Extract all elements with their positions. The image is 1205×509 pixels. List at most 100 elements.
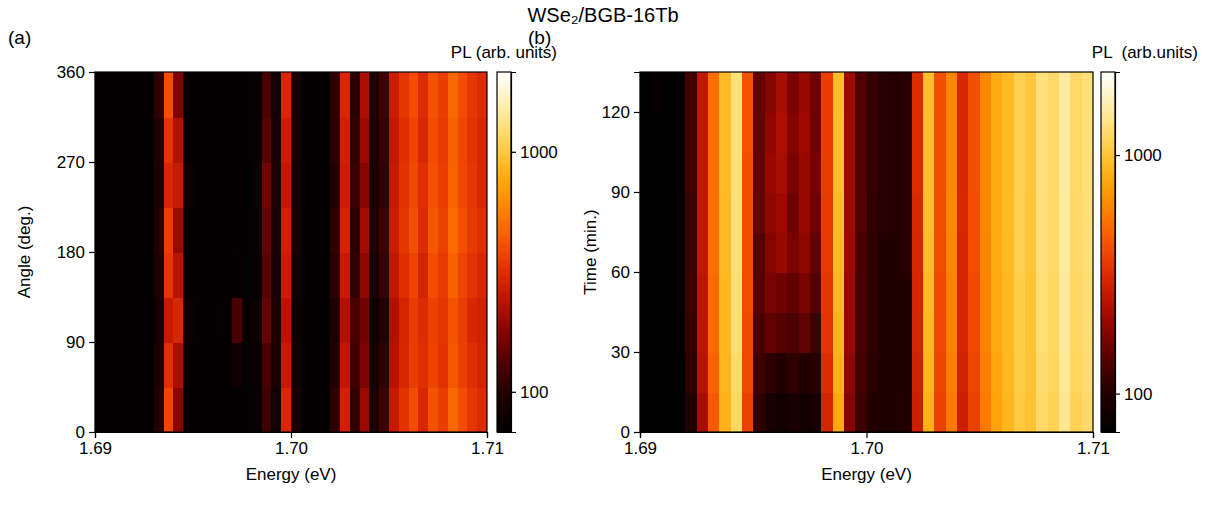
heatmap-cell [685,392,697,432]
heatmap-cell [980,152,992,193]
heatmap-cell [320,297,330,343]
heatmap-cell [477,207,487,253]
heatmap-cell [742,112,754,153]
heatmap-cell [399,297,409,343]
heatmap-cell [708,272,720,313]
heatmap-cell [144,162,154,208]
heatmap-cell [957,272,969,313]
heatmap-cell [193,117,203,163]
heatmap-cell [222,342,232,388]
colorbar-axis: 1001000 [511,73,558,433]
heatmap-cell [934,312,946,353]
heatmap-cell [252,297,262,343]
heatmap-cell [968,192,980,233]
heatmap-cell [742,312,754,353]
heatmap-cell [389,252,399,298]
heatmap-cell [399,207,409,253]
y-axis-title: Time (min.) [581,209,600,294]
heatmap-cell [742,72,754,113]
heatmap-cell [389,72,399,118]
panel: 1.691.701.710306090120Energy (eV)Time (m… [528,27,1198,484]
y-tick: 0 [76,423,95,442]
heatmap-cell [350,387,360,432]
heatmap-cell [1025,352,1037,393]
heatmap-cell [810,272,822,313]
heatmap-cell [697,272,709,313]
heatmap-cell [144,342,154,388]
heatmap-cell [330,162,340,208]
heatmap-cell [855,112,867,153]
heatmap-cell [968,72,980,113]
heatmap-cell [968,352,980,393]
heatmap-cell [173,162,183,208]
heatmap-cell [252,342,262,388]
heatmap-cell [477,162,487,208]
heatmap-cell [448,342,458,388]
heatmap-cell [320,342,330,388]
heatmap-cell [697,352,709,393]
heatmap-cell [350,117,360,163]
heatmap-cell [242,387,252,432]
heatmap-cell [115,207,125,253]
heatmap-cell [193,297,203,343]
heatmap-cell [1070,392,1082,432]
heatmap-cell [651,192,663,233]
heatmap-cell [1059,272,1071,313]
heatmap-cell [912,232,924,273]
heatmap-cell [134,117,144,163]
heatmap-cell [399,162,409,208]
heatmap-cell [134,162,144,208]
heatmap-cell [477,72,487,118]
heatmap-cell [685,112,697,153]
heatmap-cell [753,312,765,353]
heatmap-cell [458,207,468,253]
heatmap-cell [1025,272,1037,313]
heatmap-cell [291,252,301,298]
heatmap-cell [134,252,144,298]
y-tick-label: 90 [611,183,630,202]
heatmap-cell [271,72,281,118]
heatmap-cell [821,392,833,432]
heatmap-cell [173,207,183,253]
heatmap-cell [900,232,912,273]
heatmap-cell [912,392,924,432]
heatmap-cell [232,252,242,298]
heatmap-cell [477,342,487,388]
heatmap-cell [262,117,272,163]
heatmap-cell [934,112,946,153]
heatmap-cell [731,352,743,393]
heatmap-cell [360,342,370,388]
heatmap-cell [222,297,232,343]
heatmap-cell [640,272,652,313]
heatmap-cell [154,252,164,298]
y-tick: 90 [66,333,95,352]
heatmap-cell [753,72,765,113]
heatmap-cell [467,72,477,118]
heatmap-cell [281,252,291,298]
heatmap-cell [889,112,901,153]
heatmap-cell [651,72,663,113]
heatmap-cell [379,387,389,432]
heatmap-cell [399,387,409,432]
heatmap-cell [252,117,262,163]
heatmap-cell [301,387,311,432]
heatmap-cell [330,117,340,163]
y-tick-mark [634,432,640,433]
y-tick-label: 0 [621,423,630,442]
heatmap-cell [742,152,754,193]
y-tick-mark [634,192,640,193]
heatmap-cell [320,252,330,298]
heatmap-cell [301,162,311,208]
heatmap-cell [311,252,321,298]
heatmap-cell [833,312,845,353]
heatmap-cell [855,192,867,233]
heatmap-cell [291,342,301,388]
y-tick: 120 [602,103,640,122]
x-axis-line [641,433,1094,439]
heatmap-cell [663,312,675,353]
y-axis-line [634,73,641,433]
heatmap-cell [719,312,731,353]
heatmap-cell [144,117,154,163]
heatmap-cell [833,192,845,233]
heatmap-cell [438,252,448,298]
